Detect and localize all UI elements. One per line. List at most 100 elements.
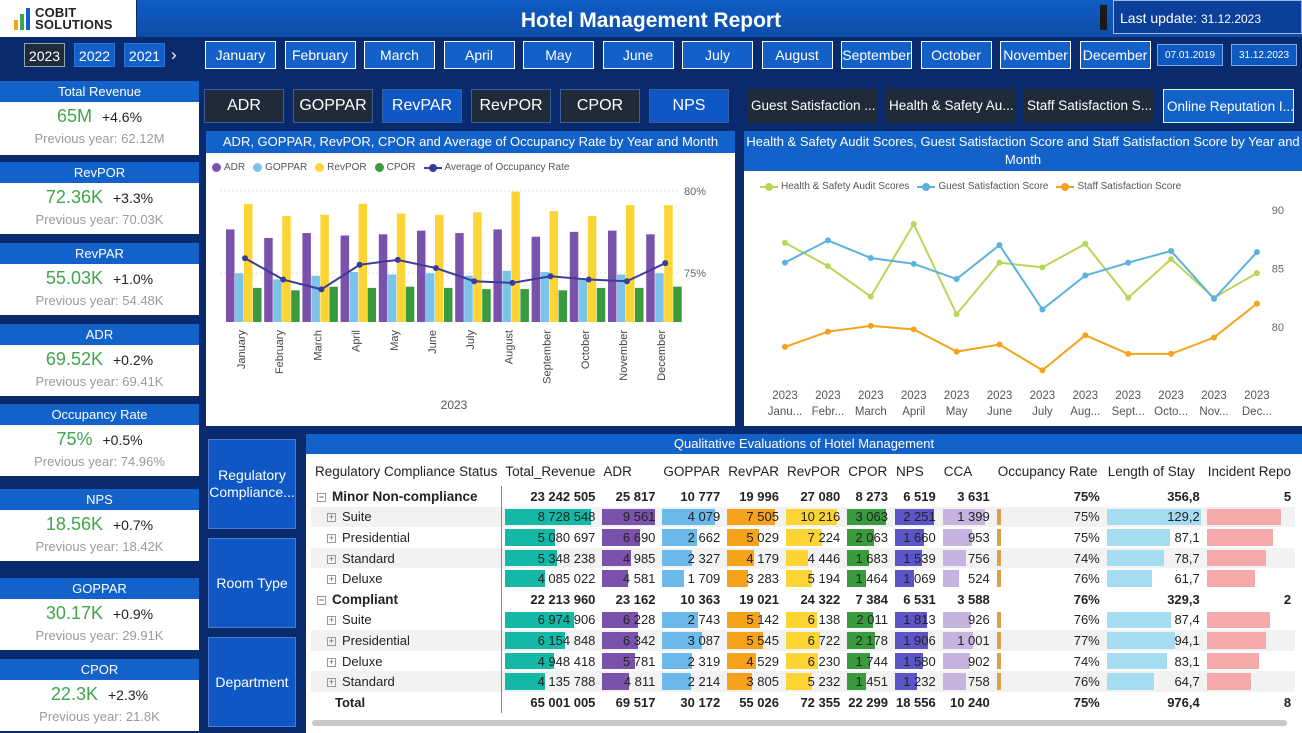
column-header[interactable]: Regulatory Compliance Status (315, 463, 498, 479)
table-cell: 5 194 (783, 568, 844, 589)
metric-cpor-button[interactable]: CPOR (560, 89, 640, 123)
table-cell: 78,7 (1103, 547, 1204, 569)
metric-adr-button[interactable]: ADR (204, 89, 284, 123)
column-header[interactable]: CCA (943, 463, 973, 479)
staff-satisfaction-button[interactable]: Staff Satisfaction S... (1024, 89, 1153, 123)
month-november-button[interactable]: November (1000, 41, 1071, 69)
table-row: + Standard 5 348 238 4 985 2 327 4 179 4 446 1 … (311, 547, 1296, 569)
month-february-button[interactable]: February (284, 41, 356, 69)
horizontal-scrollbar[interactable] (312, 720, 1287, 726)
nav-room-type[interactable]: Room Type (208, 538, 296, 628)
row-label[interactable]: + Deluxe (311, 568, 502, 589)
column-header[interactable]: Length of Stay (1107, 463, 1195, 479)
cell-databar (1206, 611, 1270, 629)
month-april-button[interactable]: April (443, 41, 515, 69)
table-cell: 5 232 (782, 671, 845, 692)
bar-goppar (311, 275, 320, 322)
date-end[interactable]: 31.12.2023 (1231, 44, 1297, 66)
guest-satisfaction-button[interactable]: Guest Satisfaction ... (748, 89, 877, 123)
table-cell: 6 228 (599, 610, 659, 631)
expand-icon[interactable]: + (327, 574, 336, 585)
date-start[interactable]: 07.01.2019 (1157, 44, 1223, 66)
row-label[interactable]: − Minor Non-compliance (311, 486, 502, 507)
column-header[interactable]: CPOR (848, 463, 888, 479)
bar-chart-panel: ADR, GOPPAR, RevPOR, CPOR and Average of… (206, 131, 735, 426)
expand-icon[interactable]: + (327, 615, 336, 626)
metric-revpar-button[interactable]: RevPAR (382, 89, 462, 123)
year-2022-button[interactable]: 2022 (74, 43, 115, 67)
month-june-button[interactable]: June (602, 41, 674, 69)
health-safety-button[interactable]: Health & Safety Au... (886, 89, 1015, 123)
nav-regulatory-compliance[interactable]: Regulatory Compliance... (208, 439, 296, 529)
table-cell: 1 580 (892, 651, 940, 672)
legend-dot-icon (212, 163, 221, 172)
x-tick-year: 2023 (1030, 390, 1056, 402)
row-label[interactable]: + Suite (311, 506, 502, 528)
collapse-icon[interactable]: − (317, 491, 326, 502)
month-march-button[interactable]: March (364, 41, 435, 69)
line-point (1211, 334, 1217, 341)
column-header[interactable]: NPS (895, 463, 924, 479)
kpi-value: 22.3K (50, 684, 98, 704)
cell-value: 5 545 (746, 632, 779, 648)
row-label[interactable]: + Suite (311, 609, 502, 631)
total-cell: 72 355 (800, 694, 841, 710)
bar-revpor (358, 203, 368, 322)
table-cell: 2 011 (844, 610, 892, 631)
kpi-value: 55.03K (45, 268, 103, 288)
cell-databar (662, 508, 716, 526)
metric-nps-button[interactable]: NPS (649, 89, 729, 123)
x-tick-label: March (312, 330, 324, 361)
row-label[interactable]: + Standard (311, 547, 502, 569)
column-header[interactable]: ADR (603, 463, 632, 479)
expand-icon[interactable]: + (327, 512, 336, 523)
column-header[interactable]: Occupancy Rate (997, 463, 1098, 479)
online-reputation-button[interactable]: Online Reputation I... (1163, 89, 1294, 123)
row-label[interactable]: + Presidential (311, 630, 502, 651)
column-header[interactable]: Total_Revenue (505, 463, 596, 479)
cell-value: 5 348 238 (537, 550, 596, 566)
month-october-button[interactable]: October (920, 41, 992, 69)
month-july-button[interactable]: July (682, 41, 753, 69)
row-label[interactable]: + Standard (311, 671, 502, 692)
kpi-value: 69.52K (45, 349, 103, 369)
line-point (782, 343, 788, 350)
row-label[interactable]: + Presidential (311, 527, 502, 548)
cell-databar (894, 611, 927, 629)
collapse-icon[interactable]: − (317, 594, 326, 605)
cell-value: 6 974 906 (537, 612, 596, 628)
total-cell: 18 556 (895, 694, 936, 710)
cell-databar (727, 549, 754, 567)
month-december-button[interactable]: December (1079, 41, 1151, 69)
metric-revpor-button[interactable]: RevPOR (471, 89, 551, 123)
row-label[interactable]: − Compliant (311, 588, 502, 610)
table-cell: 23 162 (599, 589, 659, 610)
table-row: + Suite 6 974 906 6 228 2 743 5 142 6 138 2 011… (311, 609, 1295, 631)
x-tick-label: July (465, 330, 477, 350)
expand-icon[interactable]: + (327, 636, 336, 647)
column-header[interactable]: RevPAR (728, 463, 779, 479)
table-cell: 4 985 (599, 547, 660, 569)
month-january-button[interactable]: January (205, 41, 276, 69)
month-september-button[interactable]: September (841, 41, 912, 69)
year-2021-button[interactable]: 2021 (124, 43, 165, 67)
row-label[interactable]: + Deluxe (311, 650, 502, 672)
bar-goppar (502, 270, 511, 322)
occupancy-point (433, 265, 439, 272)
column-header[interactable]: Incident Repo (1207, 463, 1292, 479)
nav-department[interactable]: Department (208, 637, 296, 727)
column-header[interactable]: GOPPAR (663, 463, 721, 479)
bar-revpor (664, 205, 673, 322)
year-2023-button[interactable]: 2023 (24, 43, 65, 67)
expand-icon[interactable]: + (327, 656, 336, 667)
metric-goppar-button[interactable]: GOPPAR (293, 89, 373, 123)
month-august-button[interactable]: August (761, 41, 833, 69)
expand-icon[interactable]: + (327, 533, 336, 544)
line-point (782, 259, 788, 266)
cell-databar (504, 632, 566, 649)
month-may-button[interactable]: May (523, 41, 594, 69)
chevron-right-icon[interactable]: › (171, 45, 177, 64)
expand-icon[interactable]: + (327, 677, 336, 688)
column-header[interactable]: RevPOR (786, 463, 841, 479)
expand-icon[interactable]: + (327, 553, 336, 564)
